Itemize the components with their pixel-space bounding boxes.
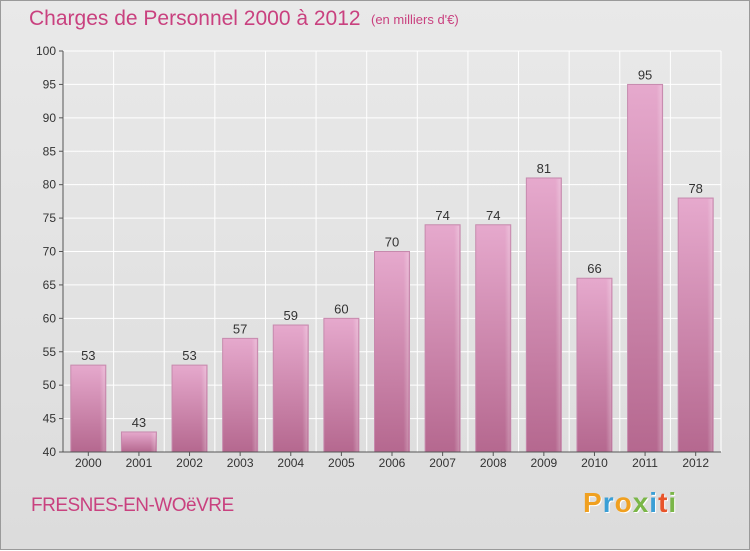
x-tick-label: 2005: [328, 456, 355, 470]
x-tick-label: 2008: [480, 456, 507, 470]
y-tick-label: 95: [43, 77, 57, 91]
x-tick-label: 2004: [277, 456, 304, 470]
bar-value-label: 53: [182, 348, 196, 363]
bar-value-label: 95: [638, 67, 652, 82]
bar-highlight: [403, 252, 409, 452]
bar-value-label: 66: [587, 261, 601, 276]
x-tick-label: 2011: [632, 456, 658, 470]
x-tick-label: 2000: [75, 456, 102, 470]
bar-value-label: 81: [537, 161, 551, 176]
chart-subtitle: (en milliers d'€): [371, 12, 459, 27]
bar-value-label: 60: [334, 301, 348, 316]
bar-value-label: 59: [284, 308, 298, 323]
commune-name: FRESNES-EN-WOëVRE: [31, 495, 234, 516]
bar-highlight: [555, 178, 561, 452]
bar-highlight: [302, 326, 308, 452]
bar-value-label: 53: [81, 348, 95, 363]
bar-highlight: [504, 225, 510, 452]
bar-highlight: [201, 366, 207, 452]
proxiti-logo: Proxiti: [583, 487, 678, 518]
y-tick-label: 65: [43, 278, 57, 292]
x-tick-label: 2010: [581, 456, 608, 470]
y-tick-label: 80: [43, 178, 57, 192]
x-tick-label: 2003: [227, 456, 254, 470]
y-tick-label: 45: [43, 412, 57, 426]
bar-value-label: 70: [385, 235, 399, 250]
x-tick-label: 2007: [429, 456, 456, 470]
y-tick-label: 55: [43, 345, 57, 359]
bar-value-label: 43: [132, 415, 146, 430]
y-tick-label: 85: [43, 144, 57, 158]
bar-value-label: 74: [435, 208, 449, 223]
bar-value-label: 78: [688, 181, 702, 196]
bars: 53 43 53 57 59 60 70 74 74 81 66 95 78: [70, 67, 714, 453]
bar-highlight: [251, 339, 257, 452]
y-tick-label: 70: [43, 245, 57, 259]
x-tick-label: 2012: [682, 456, 709, 470]
bar-highlight: [656, 85, 662, 453]
x-tick-label: 2006: [379, 456, 406, 470]
y-tick-label: 100: [36, 44, 56, 58]
bar-value-label: 57: [233, 321, 247, 336]
bar-highlight: [99, 366, 105, 452]
bar-highlight: [605, 279, 611, 452]
bar-highlight: [707, 199, 713, 452]
bar-value-label: 74: [486, 208, 500, 223]
x-tick-label: 2009: [530, 456, 557, 470]
y-tick-label: 40: [43, 445, 57, 459]
axes: 40 45 50 55 60 65 70 75 80 85 90 95 100 2000 2001 2002 2…: [36, 44, 721, 470]
x-tick-label: 2002: [176, 456, 203, 470]
bar-highlight: [352, 319, 358, 452]
bar-highlight: [150, 432, 156, 452]
x-tick-label: 2001: [126, 456, 153, 470]
y-tick-label: 90: [43, 111, 57, 125]
y-tick-label: 60: [43, 311, 57, 325]
chart-title: Charges de Personnel 2000 à 2012: [29, 7, 361, 30]
y-tick-label: 50: [43, 378, 57, 392]
y-tick-label: 75: [43, 211, 57, 225]
bar-highlight: [454, 225, 460, 452]
